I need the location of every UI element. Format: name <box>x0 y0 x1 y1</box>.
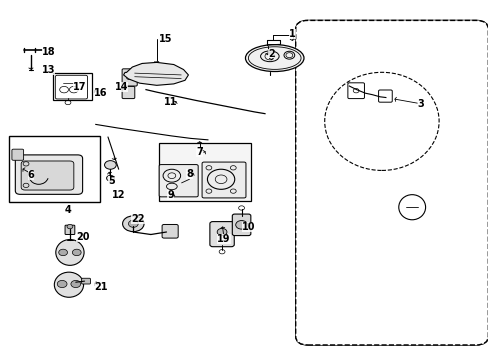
Circle shape <box>128 220 138 227</box>
Bar <box>53 73 92 100</box>
Circle shape <box>67 225 73 229</box>
Text: 13: 13 <box>41 64 55 75</box>
Text: 18: 18 <box>41 46 55 57</box>
Circle shape <box>235 221 247 229</box>
Text: 17: 17 <box>73 82 86 93</box>
Text: 5: 5 <box>108 176 115 186</box>
Text: 4: 4 <box>64 206 71 216</box>
FancyBboxPatch shape <box>209 222 234 247</box>
Polygon shape <box>123 62 188 85</box>
Text: 16: 16 <box>94 88 107 98</box>
Text: 10: 10 <box>241 222 255 232</box>
FancyBboxPatch shape <box>295 21 488 345</box>
FancyBboxPatch shape <box>295 21 488 345</box>
Circle shape <box>217 228 226 235</box>
Bar <box>159 143 250 201</box>
FancyBboxPatch shape <box>15 155 82 194</box>
Circle shape <box>122 216 144 231</box>
FancyBboxPatch shape <box>81 278 90 284</box>
Text: 14: 14 <box>115 82 128 93</box>
FancyBboxPatch shape <box>122 69 137 86</box>
Circle shape <box>106 175 114 181</box>
Text: 9: 9 <box>167 190 173 200</box>
Text: 2: 2 <box>267 49 274 59</box>
Circle shape <box>59 249 67 256</box>
FancyBboxPatch shape <box>202 162 245 198</box>
Ellipse shape <box>54 272 83 297</box>
Ellipse shape <box>56 239 84 265</box>
FancyBboxPatch shape <box>162 225 178 238</box>
FancyBboxPatch shape <box>122 86 135 99</box>
Text: 21: 21 <box>94 282 107 292</box>
FancyBboxPatch shape <box>65 225 75 234</box>
Text: 7: 7 <box>196 147 203 157</box>
Text: 3: 3 <box>417 99 424 109</box>
Bar <box>9 136 100 202</box>
Text: 6: 6 <box>27 170 34 180</box>
FancyBboxPatch shape <box>12 149 23 160</box>
Text: 1: 1 <box>288 29 295 39</box>
Text: 20: 20 <box>76 232 89 242</box>
Text: 8: 8 <box>186 168 193 179</box>
Text: 11: 11 <box>163 97 177 107</box>
Text: 12: 12 <box>112 190 125 200</box>
Ellipse shape <box>245 45 304 72</box>
Circle shape <box>57 280 67 288</box>
Text: 15: 15 <box>159 35 172 44</box>
FancyBboxPatch shape <box>21 161 74 190</box>
Text: 22: 22 <box>131 214 144 224</box>
FancyBboxPatch shape <box>159 165 198 197</box>
Circle shape <box>72 249 81 256</box>
Circle shape <box>71 280 81 288</box>
Circle shape <box>104 161 116 169</box>
FancyBboxPatch shape <box>232 214 250 235</box>
Text: 19: 19 <box>217 234 230 244</box>
